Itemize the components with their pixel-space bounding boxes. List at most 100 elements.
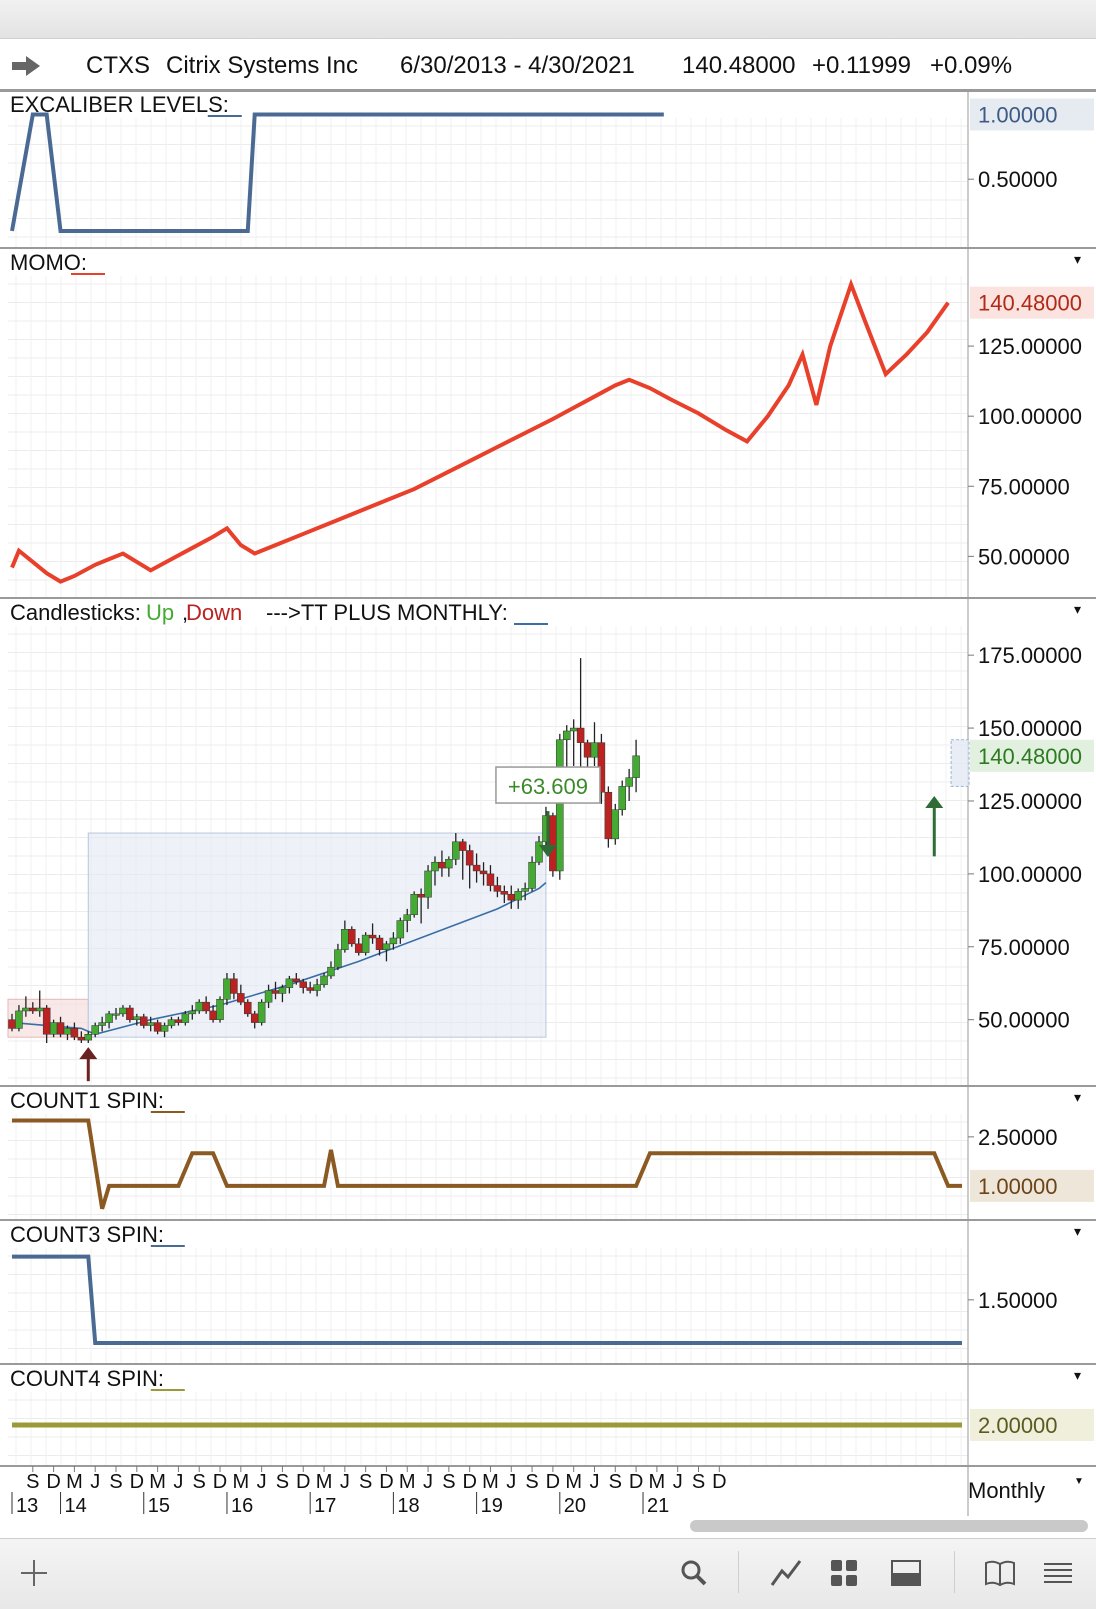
x-month-label: S bbox=[692, 1471, 705, 1493]
x-month-label: D bbox=[130, 1471, 144, 1493]
momo-series-line bbox=[10, 278, 950, 584]
candle-up bbox=[514, 891, 522, 901]
company-name: Citrix Systems Inc bbox=[166, 52, 359, 79]
candle-up bbox=[195, 1001, 203, 1012]
count1-y-tick-label: 2.50000 bbox=[978, 1125, 1058, 1150]
candle-down bbox=[244, 1001, 252, 1015]
add-icon[interactable] bbox=[16, 1555, 52, 1591]
panel-layout-icon[interactable] bbox=[888, 1555, 924, 1591]
candle-up bbox=[445, 859, 453, 869]
candle-down bbox=[576, 727, 585, 743]
candle-down bbox=[8, 1019, 16, 1029]
candle-down bbox=[472, 864, 481, 872]
x-year-label: 17 bbox=[314, 1495, 336, 1517]
candle-up bbox=[521, 888, 529, 892]
candle-up bbox=[424, 870, 432, 898]
candles-value-box bbox=[970, 739, 1094, 772]
count3-title: COUNT3 SPIN: bbox=[10, 1222, 164, 1247]
last-price: 140.48000 bbox=[682, 52, 796, 79]
momo-y-tick-label: 50.00000 bbox=[978, 544, 1070, 569]
x-month-label: J bbox=[423, 1471, 433, 1493]
candle-down bbox=[479, 870, 488, 875]
sell-signal-arrow-head bbox=[538, 845, 557, 858]
candle-down bbox=[299, 981, 307, 988]
x-month-label: S bbox=[26, 1471, 39, 1493]
dropdown-triangle-icon: ▼ bbox=[1074, 1476, 1084, 1487]
date-range: 6/30/2013 - 4/30/2021 bbox=[400, 52, 635, 79]
candle-up bbox=[361, 934, 370, 953]
candle-up bbox=[535, 841, 543, 863]
toolbar-divider bbox=[954, 1551, 955, 1593]
count1-series-line bbox=[12, 1118, 962, 1210]
candle-down bbox=[368, 934, 377, 939]
candle-down bbox=[348, 929, 356, 945]
bottom-toolbar bbox=[0, 1538, 1096, 1609]
momo-y-tick-label: 75.00000 bbox=[978, 474, 1070, 499]
candle-up bbox=[264, 990, 273, 1003]
candle-up bbox=[181, 1013, 190, 1023]
candle-up bbox=[84, 1034, 93, 1041]
horizontal-scrollbar[interactable] bbox=[690, 1520, 1088, 1532]
candle-up bbox=[313, 984, 321, 991]
legend-up: Up bbox=[146, 600, 174, 625]
candle-down bbox=[500, 891, 509, 895]
x-month-label: M bbox=[316, 1471, 333, 1493]
x-month-label: S bbox=[609, 1471, 622, 1493]
candle-down bbox=[417, 894, 425, 898]
x-month-label: S bbox=[442, 1471, 455, 1493]
search-icon[interactable] bbox=[676, 1555, 712, 1591]
candles-value-label: 140.48000 bbox=[978, 744, 1082, 769]
x-month-label: J bbox=[673, 1471, 683, 1493]
forward-arrow-icon[interactable] bbox=[10, 54, 42, 78]
momo-y-tick-label: 100.00000 bbox=[978, 404, 1082, 429]
candle-up bbox=[569, 727, 578, 732]
x-month-label: S bbox=[525, 1471, 538, 1493]
x-month-label: S bbox=[276, 1471, 289, 1493]
x-month-label: J bbox=[506, 1471, 516, 1493]
price-change: +0.11999 bbox=[812, 52, 911, 79]
excaliber-value-box bbox=[970, 98, 1094, 131]
candle-down bbox=[486, 873, 495, 886]
candle-down bbox=[237, 993, 245, 1003]
candles-y-tick-label: 125.00000 bbox=[978, 789, 1082, 814]
candle-up bbox=[382, 943, 391, 950]
x-month-label: S bbox=[109, 1471, 122, 1493]
window-title-bar bbox=[0, 0, 1096, 39]
candle-up bbox=[327, 966, 335, 977]
draw-line-icon[interactable] bbox=[768, 1555, 804, 1591]
count4-title: COUNT4 SPIN: bbox=[10, 1366, 164, 1391]
menu-icon[interactable] bbox=[1040, 1555, 1076, 1591]
x-year-label: 16 bbox=[231, 1495, 253, 1517]
candles-y-tick-label: 100.00000 bbox=[978, 862, 1082, 887]
x-month-label: D bbox=[296, 1471, 310, 1493]
candle-up bbox=[98, 1022, 106, 1026]
candle-down bbox=[77, 1036, 86, 1041]
candle-down bbox=[354, 943, 363, 953]
x-month-label: D bbox=[46, 1471, 60, 1493]
candle-up bbox=[105, 1013, 113, 1023]
candle-up bbox=[278, 987, 287, 994]
x-year-label: 19 bbox=[481, 1495, 503, 1517]
candle-down bbox=[140, 1016, 148, 1026]
x-month-label: S bbox=[193, 1471, 206, 1493]
buy-zone-box bbox=[87, 832, 547, 1038]
x-month-label: D bbox=[213, 1471, 227, 1493]
candle-up bbox=[22, 1007, 30, 1012]
candle-down bbox=[438, 861, 446, 869]
momo-value-label: 140.48000 bbox=[978, 291, 1082, 316]
period-selector[interactable]: Monthly ▼ bbox=[968, 1476, 1086, 1518]
layout-grid-icon[interactable] bbox=[826, 1555, 862, 1591]
x-month-label: J bbox=[340, 1471, 350, 1493]
candle-up bbox=[618, 786, 626, 810]
count3-series-line bbox=[12, 1254, 962, 1346]
candle-down bbox=[306, 987, 314, 991]
candles-y-tick-label: 50.00000 bbox=[978, 1008, 1070, 1033]
count1-value-label: 1.00000 bbox=[978, 1174, 1058, 1199]
book-icon[interactable] bbox=[982, 1555, 1018, 1591]
legend-down: Down bbox=[186, 600, 242, 625]
candle-up bbox=[320, 975, 328, 985]
candle-down bbox=[549, 815, 557, 872]
excaliber-y-tick-label: 0.50000 bbox=[978, 167, 1058, 192]
candle-up bbox=[91, 1025, 99, 1035]
